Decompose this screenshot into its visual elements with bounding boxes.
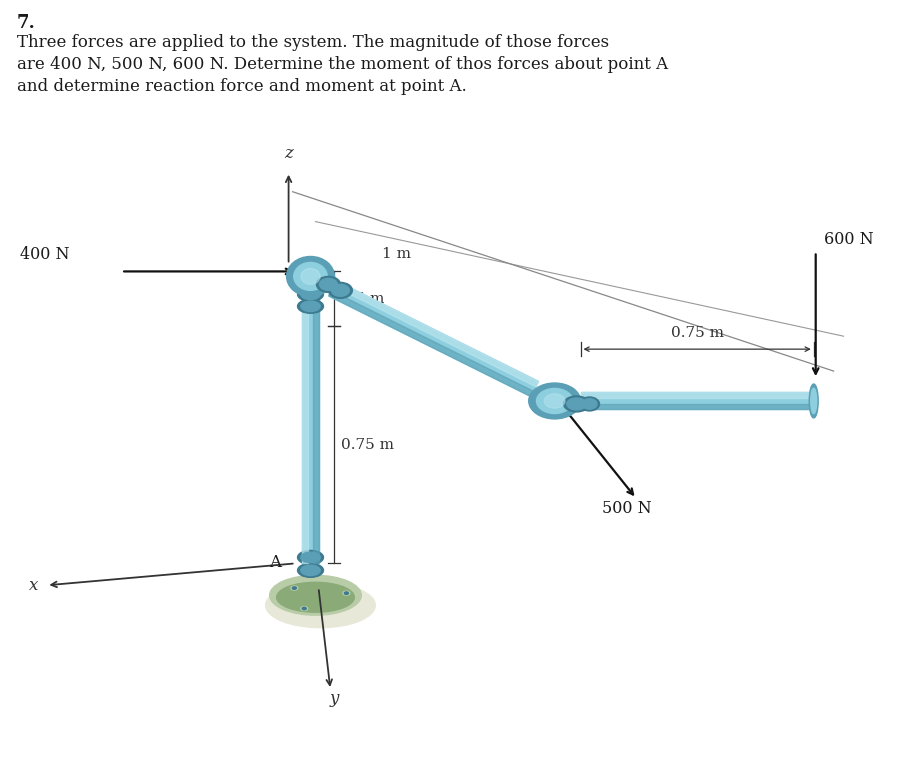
Ellipse shape xyxy=(298,563,323,577)
Ellipse shape xyxy=(270,576,361,615)
Polygon shape xyxy=(329,281,538,397)
Text: 600 N: 600 N xyxy=(824,230,873,248)
Ellipse shape xyxy=(287,256,335,296)
Polygon shape xyxy=(580,393,814,398)
Ellipse shape xyxy=(300,301,320,312)
Ellipse shape xyxy=(300,289,320,300)
Ellipse shape xyxy=(319,278,338,291)
Ellipse shape xyxy=(298,299,323,313)
Ellipse shape xyxy=(345,592,348,594)
Ellipse shape xyxy=(544,394,565,408)
Ellipse shape xyxy=(302,608,306,610)
Ellipse shape xyxy=(300,607,308,611)
Polygon shape xyxy=(334,281,538,387)
Ellipse shape xyxy=(294,262,328,291)
Text: 500 N: 500 N xyxy=(602,500,652,516)
Text: Three forces are applied to the system. The magnitude of those forces: Three forces are applied to the system. … xyxy=(16,34,609,52)
Ellipse shape xyxy=(266,583,376,628)
Ellipse shape xyxy=(579,397,599,411)
Text: A: A xyxy=(269,555,281,572)
Text: 7.: 7. xyxy=(16,14,35,32)
Ellipse shape xyxy=(277,583,355,612)
Polygon shape xyxy=(313,294,319,563)
Text: 0.75 m: 0.75 m xyxy=(341,438,395,451)
Ellipse shape xyxy=(301,269,320,284)
Ellipse shape xyxy=(529,383,580,419)
Text: y: y xyxy=(329,690,339,707)
Ellipse shape xyxy=(298,287,323,301)
Text: 0.5 m: 0.5 m xyxy=(341,292,385,306)
Ellipse shape xyxy=(567,398,586,410)
Text: x: x xyxy=(29,577,38,594)
Text: 400 N: 400 N xyxy=(20,247,69,263)
Ellipse shape xyxy=(300,552,320,562)
Ellipse shape xyxy=(291,586,298,590)
Polygon shape xyxy=(580,404,814,409)
Ellipse shape xyxy=(811,388,816,414)
Ellipse shape xyxy=(564,396,589,412)
Polygon shape xyxy=(329,291,534,397)
Ellipse shape xyxy=(331,284,349,296)
Text: and determine reaction force and moment at point A.: and determine reaction force and moment … xyxy=(16,78,466,95)
Ellipse shape xyxy=(343,591,350,595)
Ellipse shape xyxy=(300,565,320,576)
Ellipse shape xyxy=(298,551,323,565)
Text: 0.75 m: 0.75 m xyxy=(671,326,724,341)
Polygon shape xyxy=(301,294,319,563)
Ellipse shape xyxy=(582,399,597,409)
Text: 1 m: 1 m xyxy=(382,248,411,262)
Ellipse shape xyxy=(329,283,352,298)
Ellipse shape xyxy=(809,384,818,418)
Ellipse shape xyxy=(317,276,340,292)
Text: z: z xyxy=(284,144,293,162)
Ellipse shape xyxy=(537,388,573,413)
Polygon shape xyxy=(301,294,308,563)
Ellipse shape xyxy=(292,587,296,590)
Polygon shape xyxy=(580,393,814,409)
Text: are 400 N, 500 N, 600 N. Determine the moment of thos forces about point A: are 400 N, 500 N, 600 N. Determine the m… xyxy=(16,56,668,73)
